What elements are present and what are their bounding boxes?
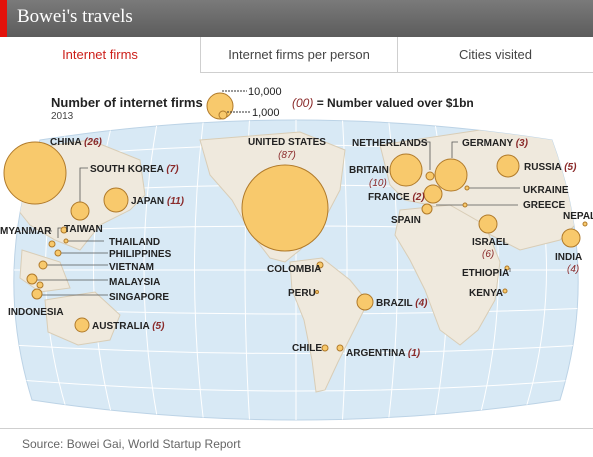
- place-label-japan: JAPAN (11): [131, 196, 185, 207]
- footer-divider: [0, 428, 593, 429]
- bubble-china: [3, 141, 67, 205]
- place-label-indonesia: INDONESIA: [8, 307, 64, 318]
- place-label-taiwan: TAIWAN: [64, 224, 103, 235]
- place-label-malaysia: MALAYSIA: [109, 277, 160, 288]
- legend-large-label: 10,000: [248, 86, 282, 98]
- place-count-united-states: (87): [278, 150, 296, 161]
- land-eurasia-west: [379, 129, 579, 251]
- header-bar: Bowei's travels: [0, 0, 593, 37]
- bubble-kenya: [502, 288, 508, 294]
- tab-cities-visited[interactable]: Cities visited: [397, 37, 593, 73]
- place-label-ethiopia: ETHIOPIA: [462, 268, 509, 279]
- bubble-indonesia: [36, 281, 44, 289]
- place-label-colombia: COLOMBIA: [267, 264, 321, 275]
- place-label-spain: SPAIN: [391, 215, 421, 226]
- bubble-chile: [321, 344, 329, 352]
- place-label-britain: BRITAIN: [349, 165, 389, 176]
- tab-internet-firms-per-person[interactable]: Internet firms per person: [200, 37, 397, 73]
- bubble-taiwan: [60, 226, 68, 234]
- bubble-india: [561, 228, 581, 248]
- place-label-netherlands: NETHERLANDS: [352, 138, 428, 149]
- bubble-nepal: [582, 221, 588, 227]
- bubble-peru: [315, 290, 319, 294]
- place-label-myanmar: MYANMAR: [0, 226, 52, 237]
- bubble-ethiopia: [504, 265, 510, 271]
- place-label-thailand: THAILAND: [109, 237, 160, 248]
- world-map: 10,000 1,000: [0, 86, 593, 421]
- place-label-australia: AUSTRALIA (5): [92, 321, 165, 332]
- bubble-layer: [3, 141, 588, 352]
- bubble-russia: [496, 154, 520, 178]
- place-count-israel: (6): [482, 249, 494, 260]
- legend-year: 2013: [51, 111, 74, 122]
- bubble-australia: [74, 317, 90, 333]
- bubble-japan: [103, 187, 129, 213]
- place-count-britain: (10): [369, 178, 387, 189]
- bubble-philippines: [54, 249, 62, 257]
- place-label-united-states: UNITED STATES: [248, 137, 326, 148]
- place-label-brazil: BRAZIL (4): [376, 298, 428, 309]
- place-label-ukraine: UKRAINE: [523, 185, 569, 196]
- bubble-brazil: [356, 293, 374, 311]
- legend-title: Number of internet firms: [51, 95, 203, 110]
- tab-internet-firms[interactable]: Internet firms: [0, 37, 200, 73]
- legend-small-label: 1,000: [252, 107, 280, 119]
- place-label-greece: GREECE: [523, 200, 566, 211]
- place-label-india: INDIA: [555, 252, 582, 263]
- label-leaders: [36, 141, 520, 349]
- bubble-france: [423, 184, 443, 204]
- bubble-israel: [478, 214, 498, 234]
- place-label-chile: CHILE: [292, 343, 322, 354]
- bubble-spain: [421, 203, 433, 215]
- place-label-vietnam: VIETNAM: [109, 262, 154, 273]
- place-label-nepal: NEPAL: [563, 211, 593, 222]
- place-label-china: CHINA (26): [50, 137, 103, 148]
- tab-bar: Internet firms Internet firms per person…: [0, 37, 593, 74]
- legend-bubble-small: [218, 110, 228, 120]
- bubble-united-states: [241, 164, 329, 252]
- bubble-myanmar: [48, 240, 56, 248]
- place-count-india: (4): [567, 264, 579, 275]
- place-labels: CHINA (26) SOUTH KOREA (7) JAPAN (11) UN…: [0, 137, 593, 359]
- bubble-germany: [434, 158, 468, 192]
- bubble-argentina: [336, 344, 344, 352]
- place-label-singapore: SINGAPORE: [109, 292, 169, 303]
- legend-bubbles: 10,000 1,000: [206, 86, 282, 120]
- legend-note-paren: (00): [292, 96, 314, 110]
- bubble-greece: [462, 202, 468, 208]
- bubble-netherlands: [425, 171, 435, 181]
- place-label-france: FRANCE (2): [368, 192, 425, 203]
- bubble-malaysia: [26, 273, 38, 285]
- place-label-argentina: ARGENTINA (1): [346, 348, 421, 359]
- bubble-britain: [389, 153, 423, 187]
- place-label-philippines: PHILIPPINES: [109, 249, 172, 260]
- legend-note: (00) = Number valued over $1bn: [292, 96, 474, 110]
- land-south-america: [289, 257, 369, 393]
- bubble-colombia: [316, 261, 324, 269]
- place-label-russia: RUSSIA (5): [524, 162, 577, 173]
- header-accent: [0, 0, 7, 37]
- bubble-south-korea: [70, 201, 90, 221]
- bubble-thailand: [63, 238, 69, 244]
- bubble-singapore: [31, 288, 43, 300]
- place-label-germany: GERMANY (3): [462, 138, 529, 149]
- page-title: Bowei's travels: [17, 6, 133, 27]
- place-label-kenya: KENYA: [469, 288, 503, 299]
- bubble-vietnam: [38, 260, 48, 270]
- place-label-peru: PERU: [288, 288, 316, 299]
- bubble-ukraine: [464, 185, 470, 191]
- place-label-israel: ISRAEL: [472, 237, 509, 248]
- place-label-south-korea: SOUTH KOREA (7): [90, 164, 179, 175]
- source-note: Source: Bowei Gai, World Startup Report: [22, 437, 241, 451]
- legend-note-text: = Number valued over $1bn: [316, 96, 474, 110]
